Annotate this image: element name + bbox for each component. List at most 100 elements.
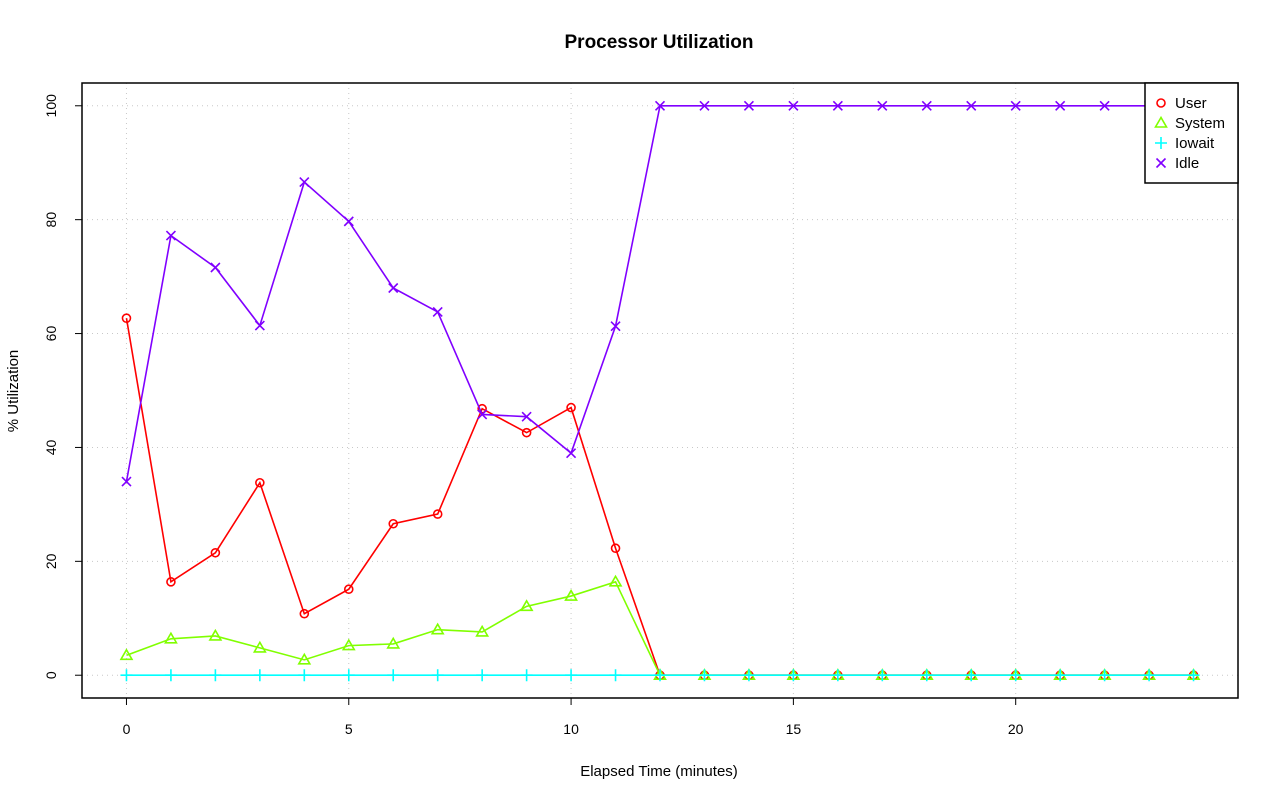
data-point-iowait	[1009, 669, 1022, 682]
data-point-user	[121, 313, 132, 323]
data-point-idle	[388, 282, 399, 294]
data-point-iowait	[1098, 669, 1111, 682]
data-point-idle	[343, 216, 354, 227]
data-point-user	[210, 547, 221, 558]
data-point-iowait	[698, 669, 711, 682]
legend-label-system: System	[1175, 115, 1225, 132]
data-point-idle	[521, 411, 532, 422]
data-point-iowait	[742, 669, 755, 682]
y-tick-label: 40	[43, 439, 59, 455]
data-point-user	[610, 543, 621, 554]
chart-title: Processor Utilization	[565, 32, 754, 53]
data-point-idle	[165, 230, 176, 241]
data-point-system	[608, 574, 623, 587]
data-point-iowait	[164, 669, 177, 682]
y-tick-label: 60	[43, 326, 59, 342]
data-point-user	[343, 584, 354, 595]
data-point-iowait	[609, 669, 622, 682]
data-point-iowait	[920, 669, 933, 682]
data-point-iowait	[209, 669, 222, 682]
data-point-system	[341, 638, 356, 651]
data-point-iowait	[431, 669, 444, 682]
data-point-iowait	[1054, 669, 1067, 682]
data-point-idle	[966, 100, 977, 111]
data-point-iowait	[1187, 669, 1200, 682]
series-line-user	[125, 318, 1194, 677]
legend: User System Iowait Idle	[1144, 82, 1239, 184]
data-point-system	[386, 636, 401, 649]
x-tick-label: 0	[123, 721, 131, 737]
data-point-iowait	[387, 669, 400, 682]
data-series	[119, 100, 1201, 682]
series-line-idle	[125, 104, 1194, 482]
data-point-iowait	[654, 669, 666, 682]
series-idle	[121, 100, 1199, 487]
plot-frame	[81, 82, 1239, 699]
data-point-idle	[1055, 100, 1066, 111]
data-point-idle	[121, 476, 132, 487]
data-point-idle	[1010, 100, 1021, 111]
data-point-system	[519, 599, 534, 612]
data-point-idle	[477, 409, 488, 420]
grid-lines	[82, 83, 1238, 698]
data-point-iowait	[831, 669, 844, 682]
data-point-idle	[610, 321, 621, 332]
legend-label-idle: Idle	[1175, 155, 1199, 172]
y-tick-label: 20	[43, 553, 59, 569]
data-point-system	[252, 640, 267, 653]
y-tick-label: 0	[43, 671, 59, 679]
data-point-system	[564, 588, 578, 601]
data-point-idle	[210, 262, 221, 273]
data-point-system	[164, 631, 178, 644]
legend-label-iowait: Iowait	[1175, 135, 1215, 152]
data-point-idle	[299, 177, 310, 188]
data-point-idle	[699, 100, 710, 111]
data-point-idle	[1099, 100, 1110, 111]
legend-marker-system	[1154, 115, 1168, 128]
data-point-user	[566, 402, 576, 413]
y-axis-label: % Utilization	[5, 350, 22, 433]
data-point-system	[430, 622, 445, 635]
legend-marker-iowait	[1155, 137, 1167, 149]
data-point-iowait	[876, 669, 889, 682]
series-line-system	[126, 580, 1194, 677]
legend-label-user: User	[1175, 95, 1207, 112]
data-point-system	[297, 652, 312, 665]
data-point-idle	[921, 100, 932, 111]
data-point-idle	[432, 306, 443, 317]
data-point-iowait	[1143, 669, 1156, 682]
data-point-idle	[566, 448, 577, 459]
x-tick-label: 15	[786, 721, 802, 737]
legend-marker-user	[1156, 98, 1166, 108]
data-point-iowait	[520, 669, 533, 682]
data-point-iowait	[565, 669, 578, 682]
data-point-user	[432, 509, 443, 519]
series-user	[121, 313, 1199, 681]
series-iowait	[120, 669, 1200, 682]
x-tick-label: 5	[345, 721, 353, 737]
data-point-idle	[254, 320, 265, 331]
data-point-iowait	[342, 669, 355, 682]
data-point-user	[388, 518, 399, 529]
series-system	[119, 574, 1201, 681]
data-point-user	[521, 427, 532, 438]
data-point-idle	[743, 100, 754, 111]
data-point-iowait	[298, 669, 311, 682]
y-tick-label: 100	[43, 94, 59, 118]
axis-ticks: 0 5 10 15 20 0 20 40 60 80 100	[43, 94, 1024, 737]
data-point-system	[119, 648, 134, 661]
data-point-iowait	[787, 669, 800, 682]
data-point-user	[166, 577, 176, 587]
data-point-system	[475, 624, 490, 637]
data-point-user	[299, 608, 310, 619]
x-tick-label: 10	[563, 721, 579, 737]
data-point-idle	[877, 100, 888, 111]
data-point-user	[255, 477, 265, 488]
data-point-iowait	[965, 669, 978, 682]
y-tick-label: 80	[43, 212, 59, 228]
x-axis-label: Elapsed Time (minutes)	[580, 763, 738, 780]
data-point-idle	[788, 100, 799, 111]
x-tick-label: 20	[1008, 721, 1024, 737]
data-point-system	[208, 628, 223, 641]
